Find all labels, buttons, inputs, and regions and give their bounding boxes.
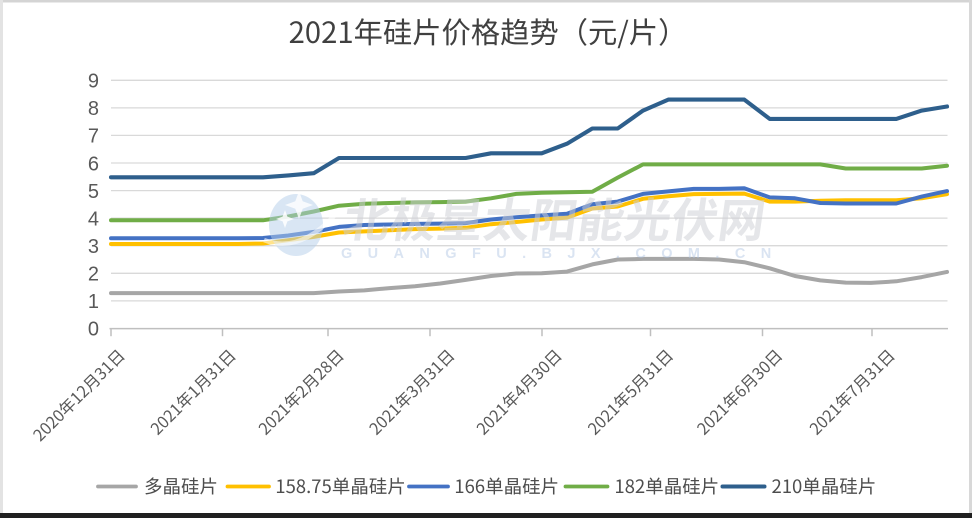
svg-text:0: 0 xyxy=(88,319,99,341)
svg-text:8: 8 xyxy=(88,98,99,120)
svg-text:2: 2 xyxy=(88,264,99,286)
svg-text:1: 1 xyxy=(88,291,99,313)
svg-text:4: 4 xyxy=(88,208,99,230)
svg-text:6: 6 xyxy=(88,153,99,175)
svg-text:3: 3 xyxy=(88,236,99,258)
svg-text:7: 7 xyxy=(88,126,99,148)
svg-text:5: 5 xyxy=(88,181,99,203)
svg-text:9: 9 xyxy=(88,71,99,93)
svg-text:GUANGFU.BJX.COM.CN: GUANGFU.BJX.COM.CN xyxy=(341,246,787,262)
